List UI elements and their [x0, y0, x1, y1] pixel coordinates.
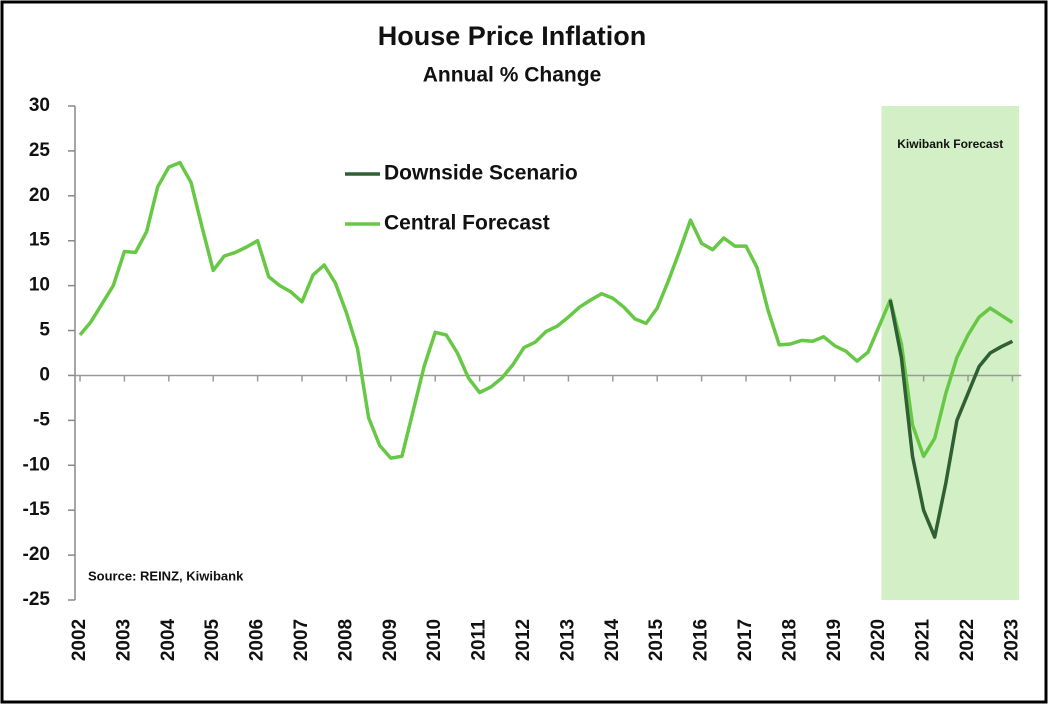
- y-tick-label: 5: [39, 320, 50, 341]
- series-line: [78, 160, 1014, 460]
- legend-label: Downside Scenario: [384, 162, 578, 185]
- y-tick-label: 30: [29, 95, 50, 116]
- x-tick-label: 2012: [513, 619, 534, 661]
- x-tick-label: 2021: [913, 618, 934, 661]
- y-tick-label: -25: [23, 589, 51, 610]
- x-tick-label: 2020: [868, 619, 889, 661]
- series-line: [888, 299, 1014, 539]
- shade-label: Kiwibank Forecast: [897, 137, 1003, 151]
- y-tick-label: 0: [39, 364, 50, 385]
- y-tick-label: 20: [29, 185, 50, 206]
- y-tick-label: -20: [23, 544, 50, 565]
- x-tick-label: 2022: [957, 619, 978, 661]
- x-tick-label: 2009: [380, 619, 401, 661]
- x-tick-label: 2004: [158, 618, 179, 661]
- x-tick-label: 2015: [646, 618, 667, 661]
- y-tick-label: 25: [29, 140, 51, 161]
- x-tick-label: 2018: [779, 619, 800, 661]
- source-note: Source: REINZ, Kiwibank: [88, 568, 244, 583]
- x-tick-label: 2013: [557, 619, 578, 661]
- y-tick-label: -10: [23, 454, 50, 475]
- y-tick-label: 10: [29, 275, 50, 296]
- legend-label: Central Forecast: [384, 212, 550, 235]
- x-tick-label: 2019: [824, 619, 845, 661]
- chart-subtitle: Annual % Change: [423, 64, 602, 87]
- x-tick-label: 2011: [469, 619, 490, 661]
- x-tick-label: 2016: [691, 619, 712, 661]
- x-tick-label: 2006: [247, 619, 268, 661]
- x-tick-label: 2008: [335, 619, 356, 661]
- chart-title: House Price Inflation: [378, 21, 647, 51]
- x-tick-label: 2014: [602, 618, 623, 661]
- y-tick-label: -15: [23, 499, 51, 520]
- y-tick-label: -5: [33, 409, 50, 430]
- x-tick-label: 2003: [113, 619, 134, 661]
- y-tick-label: 15: [29, 230, 51, 251]
- x-tick-label: 2010: [424, 619, 445, 661]
- x-tick-label: 2023: [1001, 619, 1022, 661]
- x-tick-label: 2017: [735, 619, 756, 661]
- x-tick-label: 2002: [69, 619, 90, 661]
- x-tick-label: 2007: [291, 619, 312, 661]
- x-tick-label: 2005: [202, 618, 223, 661]
